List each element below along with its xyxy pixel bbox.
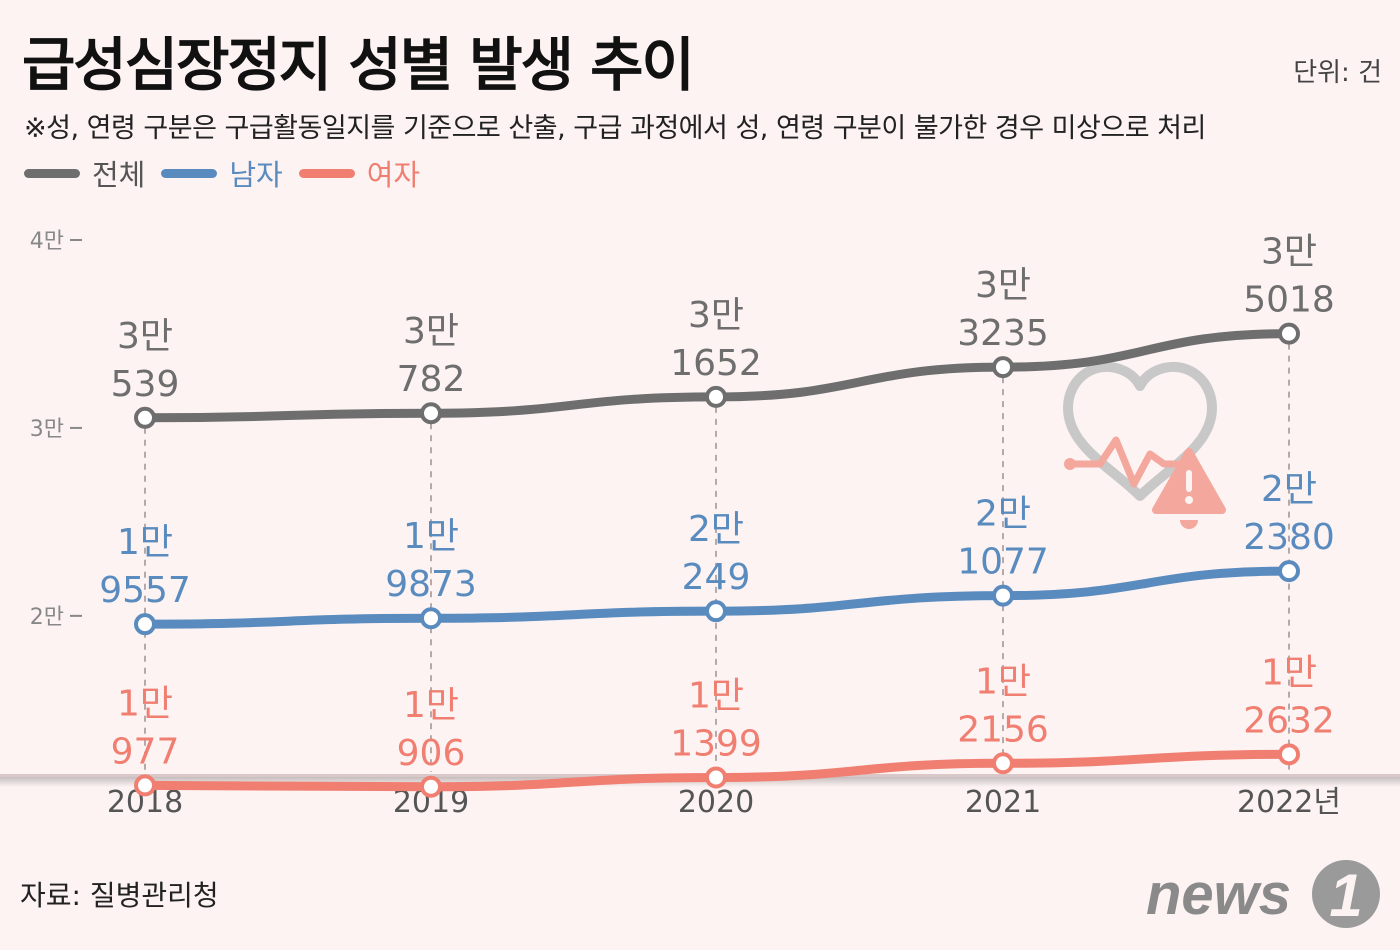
data-label-bottom: 1652 [670,343,762,384]
data-point [705,600,727,623]
data-label-top: 3만 [688,295,744,336]
legend-swatch-female [298,168,355,178]
legend-label-male: 남자 [229,158,283,192]
y-tick-label: 2만 [30,605,64,630]
data-label-bottom: 249 [682,557,751,598]
x-tick-label: 2022년 [1237,785,1341,820]
y-axis: 4만 3만 2만 [30,229,82,630]
data-point [134,613,156,636]
data-label-bottom: 9557 [99,570,191,611]
data-label-bottom: 5018 [1243,280,1335,321]
data-label-top: 2만 [1261,469,1317,510]
data-label-top: 2만 [688,509,744,550]
data-label-bottom: 539 [111,364,180,405]
vertical-guides [144,343,1290,772]
data-label-bottom: 3235 [957,313,1049,354]
page-title: 급성심장정지 성별 발생 추이 [22,31,695,99]
heart-alert-icon [1063,361,1226,529]
data-point [705,385,727,408]
data-label-bottom: 782 [397,359,466,400]
data-label-top: 1만 [403,685,459,726]
legend: 전체 남자 여자 [24,152,436,194]
chart-note: ※성, 연령 구분은 구급활동일지를 기준으로 산출, 구급 과정에서 성, 연… [24,113,1206,144]
data-point [992,584,1014,607]
data-label-top: 2만 [975,494,1031,535]
data-label-bottom: 906 [397,733,466,774]
data-point [992,356,1014,379]
unit-label: 단위: 건 [1293,58,1382,88]
series-total: 3만 539 3만 782 3만 1652 3만 3235 3만 5018 [111,232,1335,429]
data-label-top: 3만 [975,265,1031,306]
data-label-bottom: 2156 [957,709,1049,750]
legend-item-total: 전체 [24,152,145,194]
data-point [420,402,442,425]
data-label-bottom: 977 [111,731,180,772]
data-point [705,766,727,789]
y-tick-label: 3만 [30,417,64,442]
legend-swatch-male [161,168,218,178]
data-point [420,775,442,798]
x-tick-label: 2020 [678,785,754,820]
data-label-bottom: 1077 [957,542,1049,583]
legend-label-total: 전체 [92,158,146,192]
news1-logo: news 1 [1146,860,1380,929]
series-layer: 3만 539 3만 782 3만 1652 3만 3235 3만 5018 1만 9557 1만 9873… [99,232,1335,798]
data-point [1278,560,1300,583]
data-label-top: 1만 [117,522,173,563]
data-label-top: 1만 [1261,652,1317,693]
y-tick-label: 4만 [30,229,64,254]
data-label-bottom: 9873 [385,564,477,605]
data-label-bottom: 2632 [1243,700,1335,741]
data-label-top: 1만 [975,661,1031,702]
legend-item-male: 남자 [161,152,283,194]
series-female: 1만 977 1만 906 1만 1399 1만 2156 1만 2632 [111,652,1335,798]
svg-text:news: news [1146,862,1291,927]
data-point [420,607,442,630]
data-label-top: 1만 [688,676,744,717]
data-point [1278,322,1300,345]
legend-item-female: 여자 [298,152,421,194]
series-male: 1만 9557 1만 9873 2만 249 2만 1077 2만 2380 [99,469,1335,636]
data-label-top: 3만 [1261,232,1317,273]
data-point [1278,743,1300,766]
data-label-bottom: 2380 [1243,517,1335,558]
legend-label-female: 여자 [366,158,421,192]
data-point [134,406,156,429]
data-label-top: 1만 [403,516,459,557]
data-label-bottom: 1399 [670,724,762,765]
source-label: 자료: 질병관리청 [20,879,219,912]
data-label-top: 3만 [117,316,173,357]
legend-swatch-total [24,168,80,178]
data-point [992,752,1014,775]
data-label-top: 3만 [403,311,459,352]
svg-text:1: 1 [1329,862,1362,929]
data-label-top: 1만 [117,683,173,724]
data-point [134,774,156,797]
x-tick-label: 2021 [965,785,1041,820]
